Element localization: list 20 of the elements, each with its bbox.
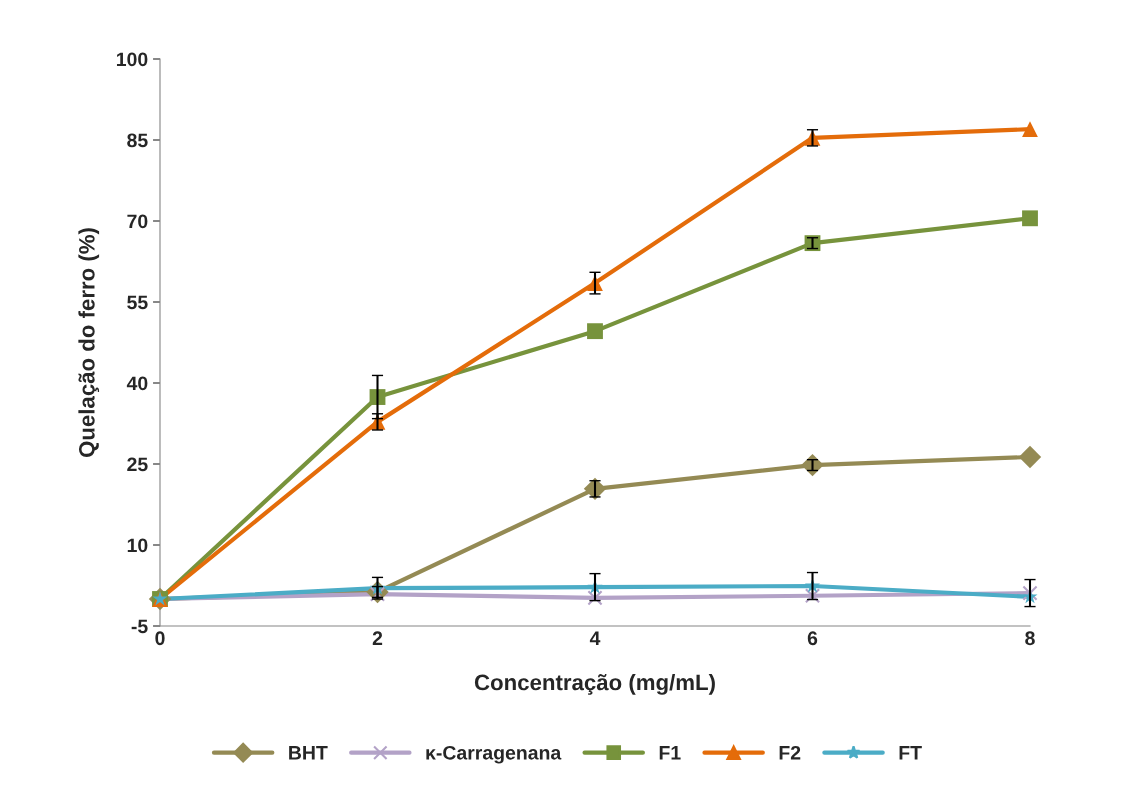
- y-tick-label: 100: [116, 52, 148, 67]
- legend-label: κ-Carragenana: [426, 745, 562, 764]
- x-tick-label: 2: [372, 631, 383, 645]
- y-tick-label: 25: [127, 457, 148, 472]
- y-tick-label: 40: [126, 376, 148, 391]
- y-tick-label: 10: [127, 538, 148, 553]
- y-tick-label: 70: [127, 214, 148, 229]
- x-tick-label: 0: [155, 631, 165, 646]
- x-axis-title: Concentração (mg/mL): [474, 673, 715, 695]
- x-tick-label: 8: [1025, 631, 1035, 646]
- x-tick-label: 6: [807, 631, 818, 646]
- legend-label: BHT: [289, 746, 328, 760]
- legend-label: F1: [659, 746, 681, 760]
- y-tick-label: -5: [131, 619, 148, 634]
- legend-label: FT: [899, 746, 922, 760]
- legend-label: F2: [779, 745, 801, 760]
- y-tick-label: 55: [127, 295, 148, 310]
- x-tick-label: 4: [589, 631, 601, 645]
- y-tick-label: 85: [127, 133, 148, 148]
- y-axis-title: Quelação do ferro (%): [78, 228, 100, 458]
